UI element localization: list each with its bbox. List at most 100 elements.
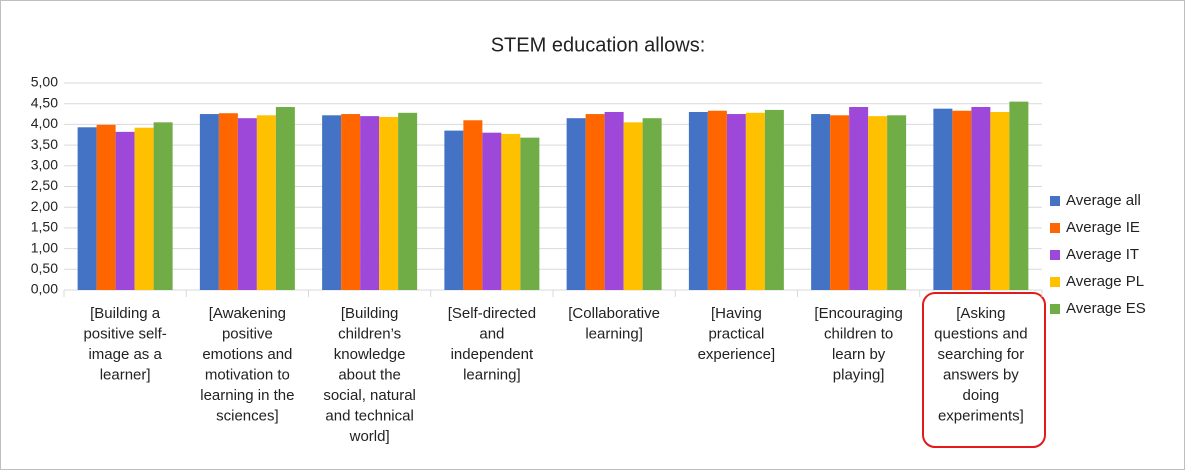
legend-label: Average IE (1066, 219, 1140, 236)
bar (990, 111, 1010, 290)
bar (444, 130, 464, 290)
bar (379, 116, 399, 290)
legend-label: Average IT (1066, 246, 1139, 263)
x-tick-label: [Building (341, 305, 399, 322)
bar (952, 110, 972, 290)
x-tick-label: learn by (832, 346, 886, 363)
bar (887, 115, 907, 291)
x-tick-label: [Encouraging (814, 305, 902, 322)
x-tick-label: playing] (833, 366, 885, 383)
highlight-box (922, 292, 1046, 448)
x-tick-label: children’s (338, 325, 401, 342)
legend-swatch (1050, 250, 1060, 260)
x-tick-label: motivation to (205, 366, 290, 383)
x-tick-label: [Awakening (209, 305, 286, 322)
y-tick-label: 0,00 (31, 281, 58, 297)
x-tick-label: children to (824, 325, 893, 342)
x-tick-label: social, natural (323, 387, 416, 404)
legend-label: Average all (1066, 192, 1141, 209)
x-tick-label: world] (349, 428, 390, 445)
x-tick-label: experiments] (938, 407, 1024, 424)
x-tick-label: questions and (934, 325, 1027, 342)
x-tick-label: [Self-directed (448, 305, 536, 322)
legend-swatch (1050, 277, 1060, 287)
x-tick-label: [Collaborative (568, 305, 660, 322)
bar (642, 118, 662, 290)
bar (604, 111, 624, 290)
x-tick-label: searching for (938, 346, 1025, 363)
y-tick-label: 0,50 (31, 260, 58, 276)
x-tick-label: learning in the (200, 387, 294, 404)
bar (933, 108, 953, 290)
bar (398, 112, 418, 290)
y-tick-label: 1,00 (31, 239, 58, 255)
legend-swatch (1050, 223, 1060, 233)
x-tick-label: independent (451, 346, 534, 363)
x-tick-label: image as a (88, 346, 162, 363)
bar (218, 113, 238, 290)
bar (1009, 101, 1029, 290)
x-tick-label: and technical (325, 407, 413, 424)
bar (688, 111, 708, 290)
x-tick-label: practical (708, 325, 764, 342)
bar (115, 131, 135, 290)
x-tick-label: knowledge (334, 346, 406, 363)
legend-label: Average ES (1066, 300, 1146, 317)
x-tick-label: doing (963, 387, 1000, 404)
chart-title: STEM education allows: (491, 34, 706, 56)
bar (726, 114, 746, 290)
x-tick-label: learner] (100, 366, 151, 383)
bar (153, 122, 173, 290)
bar (868, 116, 888, 291)
bar (745, 112, 765, 290)
x-tick-label: emotions and (202, 346, 292, 363)
bar (811, 114, 831, 290)
legend-swatch (1050, 196, 1060, 206)
y-tick-label: 1,50 (31, 219, 58, 235)
bar (275, 107, 295, 291)
bar (623, 122, 643, 290)
x-tick-label: [Building a (90, 305, 161, 322)
bar (77, 127, 97, 290)
bar (501, 133, 521, 290)
bar (237, 118, 257, 290)
x-tick-label: [Having (711, 305, 762, 322)
x-tick-label: learning] (463, 366, 521, 383)
x-tick-label: [Asking (956, 305, 1005, 322)
legend-label: Average PL (1066, 273, 1144, 290)
bar (764, 109, 784, 290)
y-tick-label: 4,00 (31, 115, 58, 131)
bar (849, 107, 869, 291)
y-tick-label: 3,50 (31, 136, 58, 152)
bar (463, 120, 483, 290)
bar (971, 107, 991, 291)
bar (585, 114, 605, 290)
x-tick-label: and (479, 325, 504, 342)
x-tick-label: positive (222, 325, 273, 342)
bar (566, 118, 586, 290)
x-tick-label: about the (338, 366, 401, 383)
legend-swatch (1050, 304, 1060, 314)
bar (199, 114, 219, 290)
bar (360, 116, 380, 291)
bar (482, 132, 502, 290)
bar (96, 124, 116, 291)
y-tick-label: 2,50 (31, 177, 58, 193)
x-tick-label: experience] (698, 346, 776, 363)
bar (830, 115, 850, 291)
bar (520, 137, 540, 290)
x-tick-label: positive self- (83, 325, 166, 342)
x-tick-label: learning] (585, 325, 643, 342)
y-tick-label: 2,00 (31, 198, 58, 214)
bar (256, 115, 276, 291)
y-tick-label: 3,00 (31, 157, 58, 173)
y-tick-label: 5,00 (31, 74, 58, 90)
x-tick-label: sciences] (216, 407, 279, 424)
bar (341, 114, 361, 290)
bar (707, 110, 727, 290)
x-tick-label: answers by (943, 366, 1019, 383)
bar (322, 115, 342, 291)
bar (134, 127, 154, 290)
y-tick-label: 4,50 (31, 94, 58, 110)
